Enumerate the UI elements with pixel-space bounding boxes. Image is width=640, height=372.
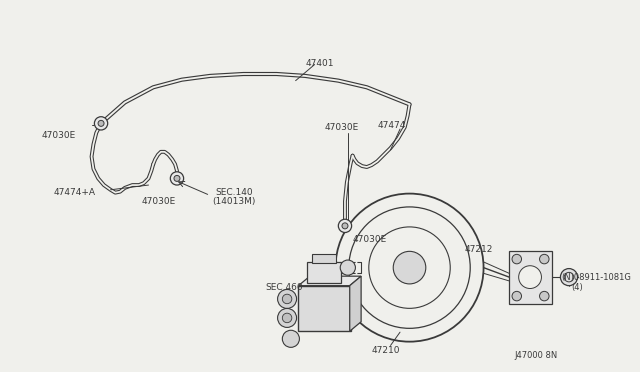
Text: 47474+A: 47474+A [54,188,95,197]
Circle shape [540,291,549,301]
Circle shape [518,266,541,289]
Bar [312,254,337,263]
Polygon shape [349,276,361,331]
Text: 47212: 47212 [465,245,493,254]
Circle shape [282,294,292,304]
Text: J47000 8N: J47000 8N [514,351,557,360]
Circle shape [561,269,577,286]
Circle shape [282,313,292,323]
Text: 47401: 47401 [305,59,333,68]
Text: 47030E: 47030E [353,235,387,244]
Bar [509,251,552,304]
Circle shape [98,121,104,126]
Text: 47474: 47474 [377,122,406,131]
Text: SEC.140: SEC.140 [215,188,253,197]
Circle shape [393,251,426,284]
Circle shape [339,219,351,232]
Text: SEC.460: SEC.460 [265,283,303,292]
Bar [298,286,351,331]
Circle shape [512,291,522,301]
Circle shape [170,172,184,185]
Circle shape [95,117,108,130]
Circle shape [278,308,296,327]
Text: (14013M): (14013M) [212,198,255,206]
Text: 47030E: 47030E [324,124,358,132]
Circle shape [340,260,355,275]
Text: 47030E: 47030E [142,198,176,206]
Polygon shape [298,276,361,286]
Circle shape [342,223,348,229]
Circle shape [174,176,180,182]
Text: (N)08911-1081G: (N)08911-1081G [561,273,631,282]
Circle shape [278,289,296,308]
Text: 47210: 47210 [372,346,400,355]
Circle shape [512,254,522,264]
Text: 47030E: 47030E [41,131,76,140]
Circle shape [540,254,549,264]
Text: (4): (4) [571,283,582,292]
Bar [307,262,341,283]
Circle shape [282,330,300,347]
